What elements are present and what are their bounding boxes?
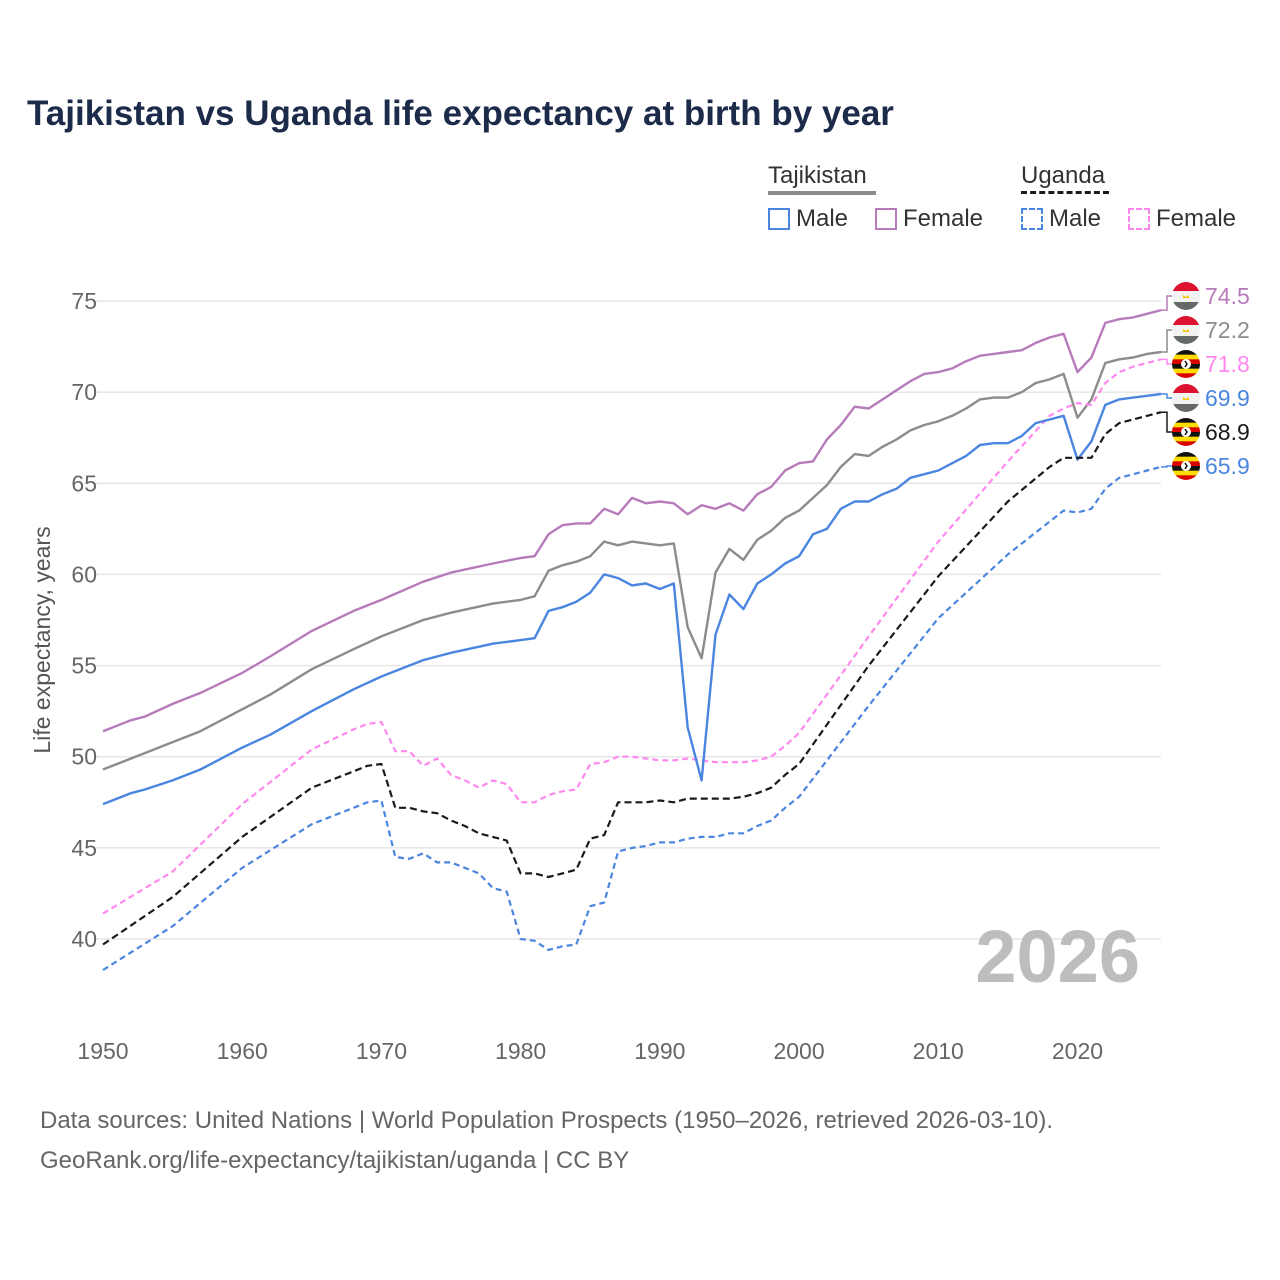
series-lines [102,308,1162,971]
x-axis-ticks: 1950 1960 1970 1980 1990 2000 2010 2020 [77,1038,1103,1064]
x-tick-label: 1960 [217,1038,268,1064]
end-label-tajikistan-male: 69.9 [1161,384,1250,412]
x-tick-label: 2000 [773,1038,824,1064]
connector-line [1161,295,1172,311]
tajikistan-flag-icon [1172,282,1200,310]
uganda-flag-icon [1172,350,1200,378]
end-value-label: 69.9 [1205,385,1250,411]
tajikistan-flag-icon [1172,384,1200,412]
legend-swatch [875,208,897,230]
y-tick-label: 40 [71,926,97,952]
legend-country-tajikistan: Tajikistan [768,162,867,189]
y-axis-ticks: 40 45 50 55 60 65 70 75 [71,288,97,952]
y-tick-label: 65 [71,470,97,496]
end-label-uganda-female: 71.8 [1161,350,1250,378]
y-tick-label: 70 [71,379,97,405]
connector-line [1161,411,1172,433]
legend-swatch [1128,208,1150,230]
end-value-label: 72.2 [1205,317,1250,343]
footer-sources: Data sources: United Nations | World Pop… [40,1107,1054,1134]
legend-tajikistan-line [768,191,876,195]
legend-uganda-female[interactable]: Female [1128,205,1236,233]
tajikistan-flag-icon [1172,316,1200,344]
end-label-uganda-total: 68.9 [1161,411,1250,446]
end-label-tajikistan-female: 74.5 [1161,282,1250,311]
series-line-tajikistan-total [102,350,1162,771]
y-tick-label: 50 [71,744,97,770]
y-axis-label: Life expectancy, years [29,526,55,753]
series-line-uganda-female [102,358,1162,915]
x-tick-label: 2010 [913,1038,964,1064]
legend-swatch [1021,208,1043,230]
x-tick-label: 2020 [1052,1038,1103,1064]
legend-label: Male [1049,205,1102,232]
end-value-label: 71.8 [1205,351,1250,377]
connector-line [1161,393,1172,399]
y-tick-label: 55 [71,653,97,679]
end-value-label: 65.9 [1205,453,1250,479]
legend-uganda-line [1021,191,1109,194]
uganda-flag-icon [1172,418,1200,446]
end-value-label: 68.9 [1205,419,1250,445]
series-line-tajikistan-male [102,392,1162,806]
x-tick-label: 1980 [495,1038,546,1064]
legend-label: Female [1156,205,1237,232]
x-tick-label: 1990 [634,1038,685,1064]
end-value-label: 74.5 [1205,283,1250,309]
y-tick-label: 75 [71,288,97,314]
year-annotation: 2026 [975,915,1140,998]
connector-line [1161,358,1172,365]
x-tick-label: 1970 [356,1038,407,1064]
end-labels: 74.5 72.2 71.8 69.9 68.9 65.9 [1161,282,1250,480]
connector-line [1161,465,1172,468]
footer-attribution: GeoRank.org/life-expectancy/tajikistan/u… [40,1147,630,1174]
chart-title: Tajikistan vs Uganda life expectancy at … [27,94,894,133]
legend-swatch [768,208,790,230]
legend-country-uganda: Uganda [1021,162,1106,189]
uganda-flag-icon [1172,452,1200,480]
x-tick-label: 1950 [77,1038,128,1064]
series-line-uganda-total [102,411,1162,946]
legend-tajikistan-female[interactable]: Female [875,205,983,233]
legend-uganda-male[interactable]: Male [1021,205,1101,233]
legend-label: Female [903,205,984,232]
end-label-uganda-male: 65.9 [1161,452,1250,480]
series-line-tajikistan-female [102,308,1162,733]
connector-line [1161,329,1172,353]
y-tick-label: 60 [71,561,97,587]
end-label-tajikistan-total: 72.2 [1161,316,1250,353]
legend-tajikistan-male[interactable]: Male [768,205,848,233]
y-tick-label: 45 [71,835,97,861]
series-line-uganda-male [102,465,1162,971]
legend-label: Male [796,205,849,232]
